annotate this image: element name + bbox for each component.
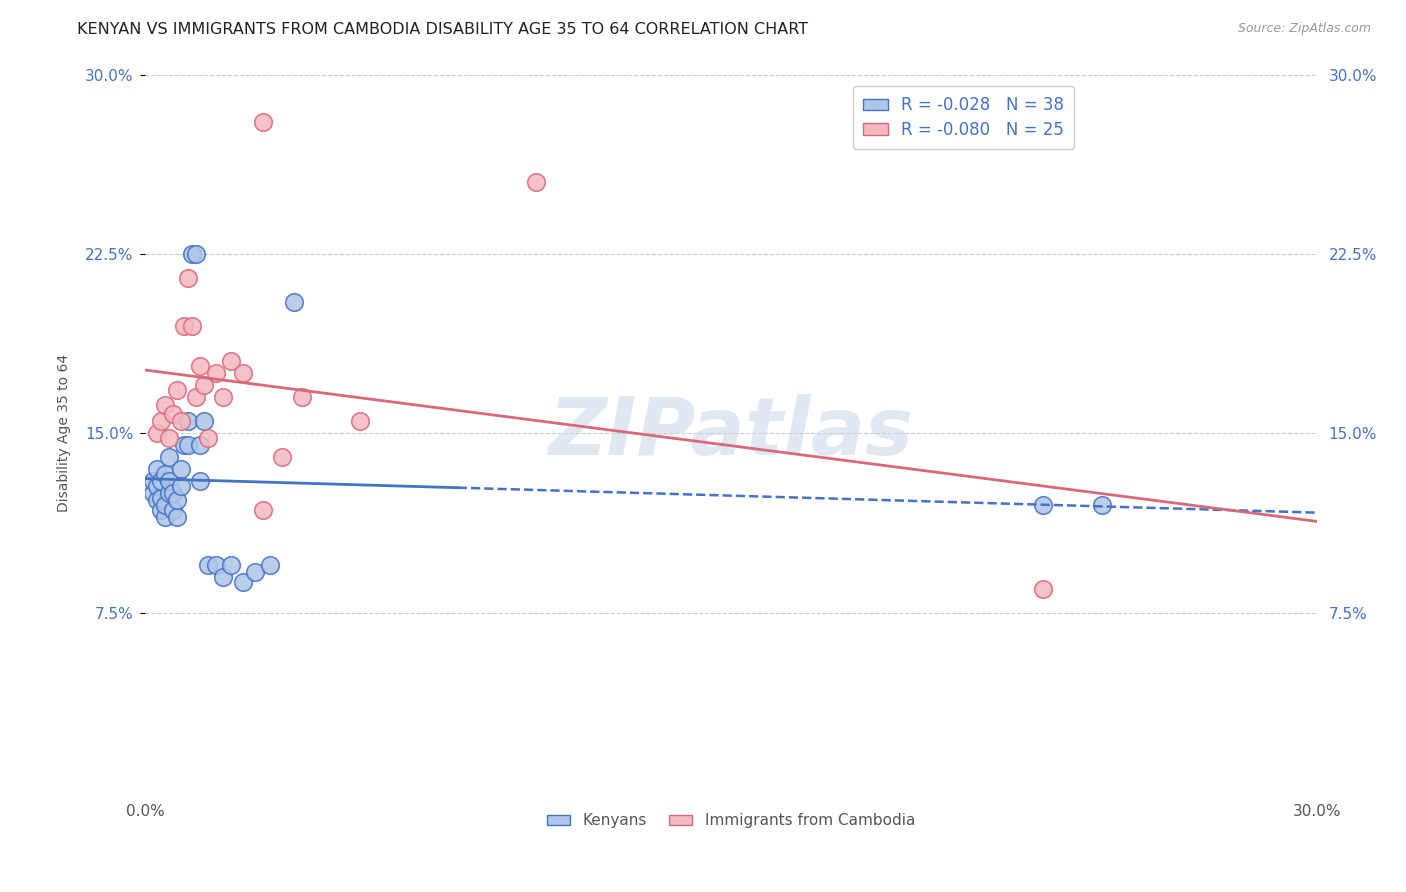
Point	[166, 510, 188, 524]
Point	[184, 247, 207, 261]
Point	[153, 467, 176, 481]
Point	[259, 558, 281, 572]
Point	[173, 318, 195, 333]
Point	[1091, 498, 1114, 512]
Point	[166, 383, 188, 397]
Point	[142, 486, 165, 500]
Point	[212, 390, 235, 404]
Point	[204, 367, 226, 381]
Point	[193, 414, 215, 428]
Point	[252, 115, 274, 129]
Point	[349, 414, 371, 428]
Point	[232, 574, 254, 589]
Point	[153, 398, 176, 412]
Point	[177, 270, 200, 285]
Point	[162, 486, 184, 500]
Text: Source: ZipAtlas.com: Source: ZipAtlas.com	[1237, 22, 1371, 36]
Point	[150, 491, 173, 505]
Point	[252, 502, 274, 516]
Point	[219, 354, 242, 368]
Point	[142, 474, 165, 488]
Point	[162, 407, 184, 421]
Point	[193, 378, 215, 392]
Point	[146, 426, 169, 441]
Point	[212, 570, 235, 584]
Point	[169, 414, 191, 428]
Point	[188, 359, 211, 374]
Point	[188, 438, 211, 452]
Point	[146, 462, 169, 476]
Point	[271, 450, 294, 465]
Point	[197, 431, 219, 445]
Point	[243, 565, 266, 579]
Point	[153, 510, 176, 524]
Point	[150, 414, 173, 428]
Legend: Kenyans, Immigrants from Cambodia: Kenyans, Immigrants from Cambodia	[541, 807, 921, 835]
Point	[232, 367, 254, 381]
Point	[146, 493, 169, 508]
Point	[524, 175, 547, 189]
Point	[1032, 582, 1054, 596]
Point	[204, 558, 226, 572]
Point	[157, 450, 180, 465]
Point	[197, 558, 219, 572]
Point	[283, 294, 305, 309]
Point	[290, 390, 312, 404]
Point	[146, 479, 169, 493]
Point	[219, 558, 242, 572]
Point	[169, 479, 191, 493]
Point	[157, 486, 180, 500]
Y-axis label: Disability Age 35 to 64: Disability Age 35 to 64	[58, 354, 72, 512]
Point	[184, 390, 207, 404]
Point	[150, 474, 173, 488]
Point	[177, 438, 200, 452]
Point	[153, 498, 176, 512]
Text: KENYAN VS IMMIGRANTS FROM CAMBODIA DISABILITY AGE 35 TO 64 CORRELATION CHART: KENYAN VS IMMIGRANTS FROM CAMBODIA DISAB…	[77, 22, 808, 37]
Point	[169, 462, 191, 476]
Point	[181, 247, 204, 261]
Point	[157, 431, 180, 445]
Point	[177, 414, 200, 428]
Point	[181, 318, 204, 333]
Point	[173, 438, 195, 452]
Point	[166, 493, 188, 508]
Point	[150, 502, 173, 516]
Text: ZIPatlas: ZIPatlas	[548, 394, 914, 472]
Point	[188, 474, 211, 488]
Point	[162, 502, 184, 516]
Point	[1032, 498, 1054, 512]
Point	[157, 474, 180, 488]
